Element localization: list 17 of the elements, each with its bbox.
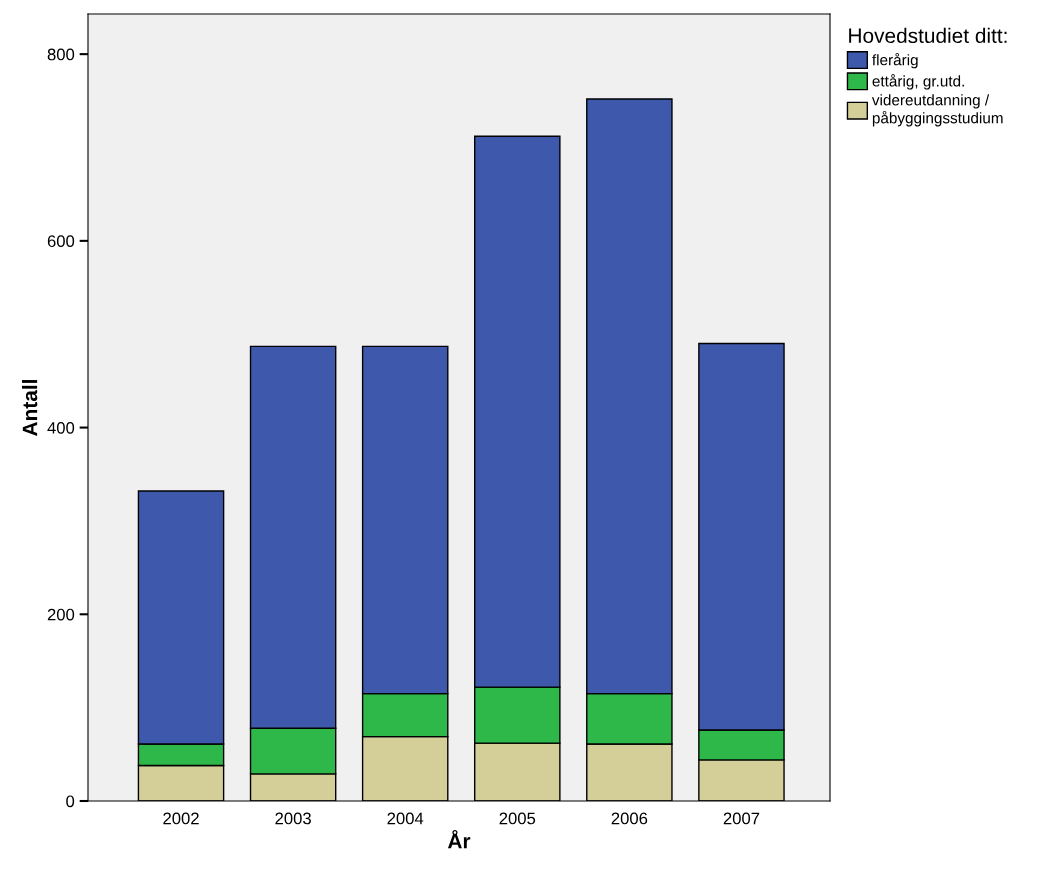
x-tick-label: 2007 xyxy=(723,812,760,825)
y-tick-label: 200 xyxy=(47,608,75,621)
legend-label: flerårig xyxy=(872,52,918,69)
y-tick-label: 600 xyxy=(47,235,75,248)
y-tick-label: 400 xyxy=(47,421,75,434)
x-tick-label: 2003 xyxy=(275,812,311,825)
legend-label: videreutdanning / påbyggingsstudium xyxy=(871,94,1003,127)
x-axis-title: År xyxy=(447,829,471,849)
y-tick-label: 800 xyxy=(47,48,75,61)
y-axis-title: Antall xyxy=(22,380,38,436)
x-tick-label: 2002 xyxy=(163,812,199,825)
x-tick-label: 2004 xyxy=(387,812,424,825)
legend-title: Hovedstudiet ditt: xyxy=(849,27,1007,44)
x-tick-label: 2006 xyxy=(611,812,648,825)
legend-label: ettårig, gr.utd. xyxy=(872,74,964,90)
x-tick-label: 2005 xyxy=(499,812,536,825)
y-tick-label: 0 xyxy=(66,795,75,808)
